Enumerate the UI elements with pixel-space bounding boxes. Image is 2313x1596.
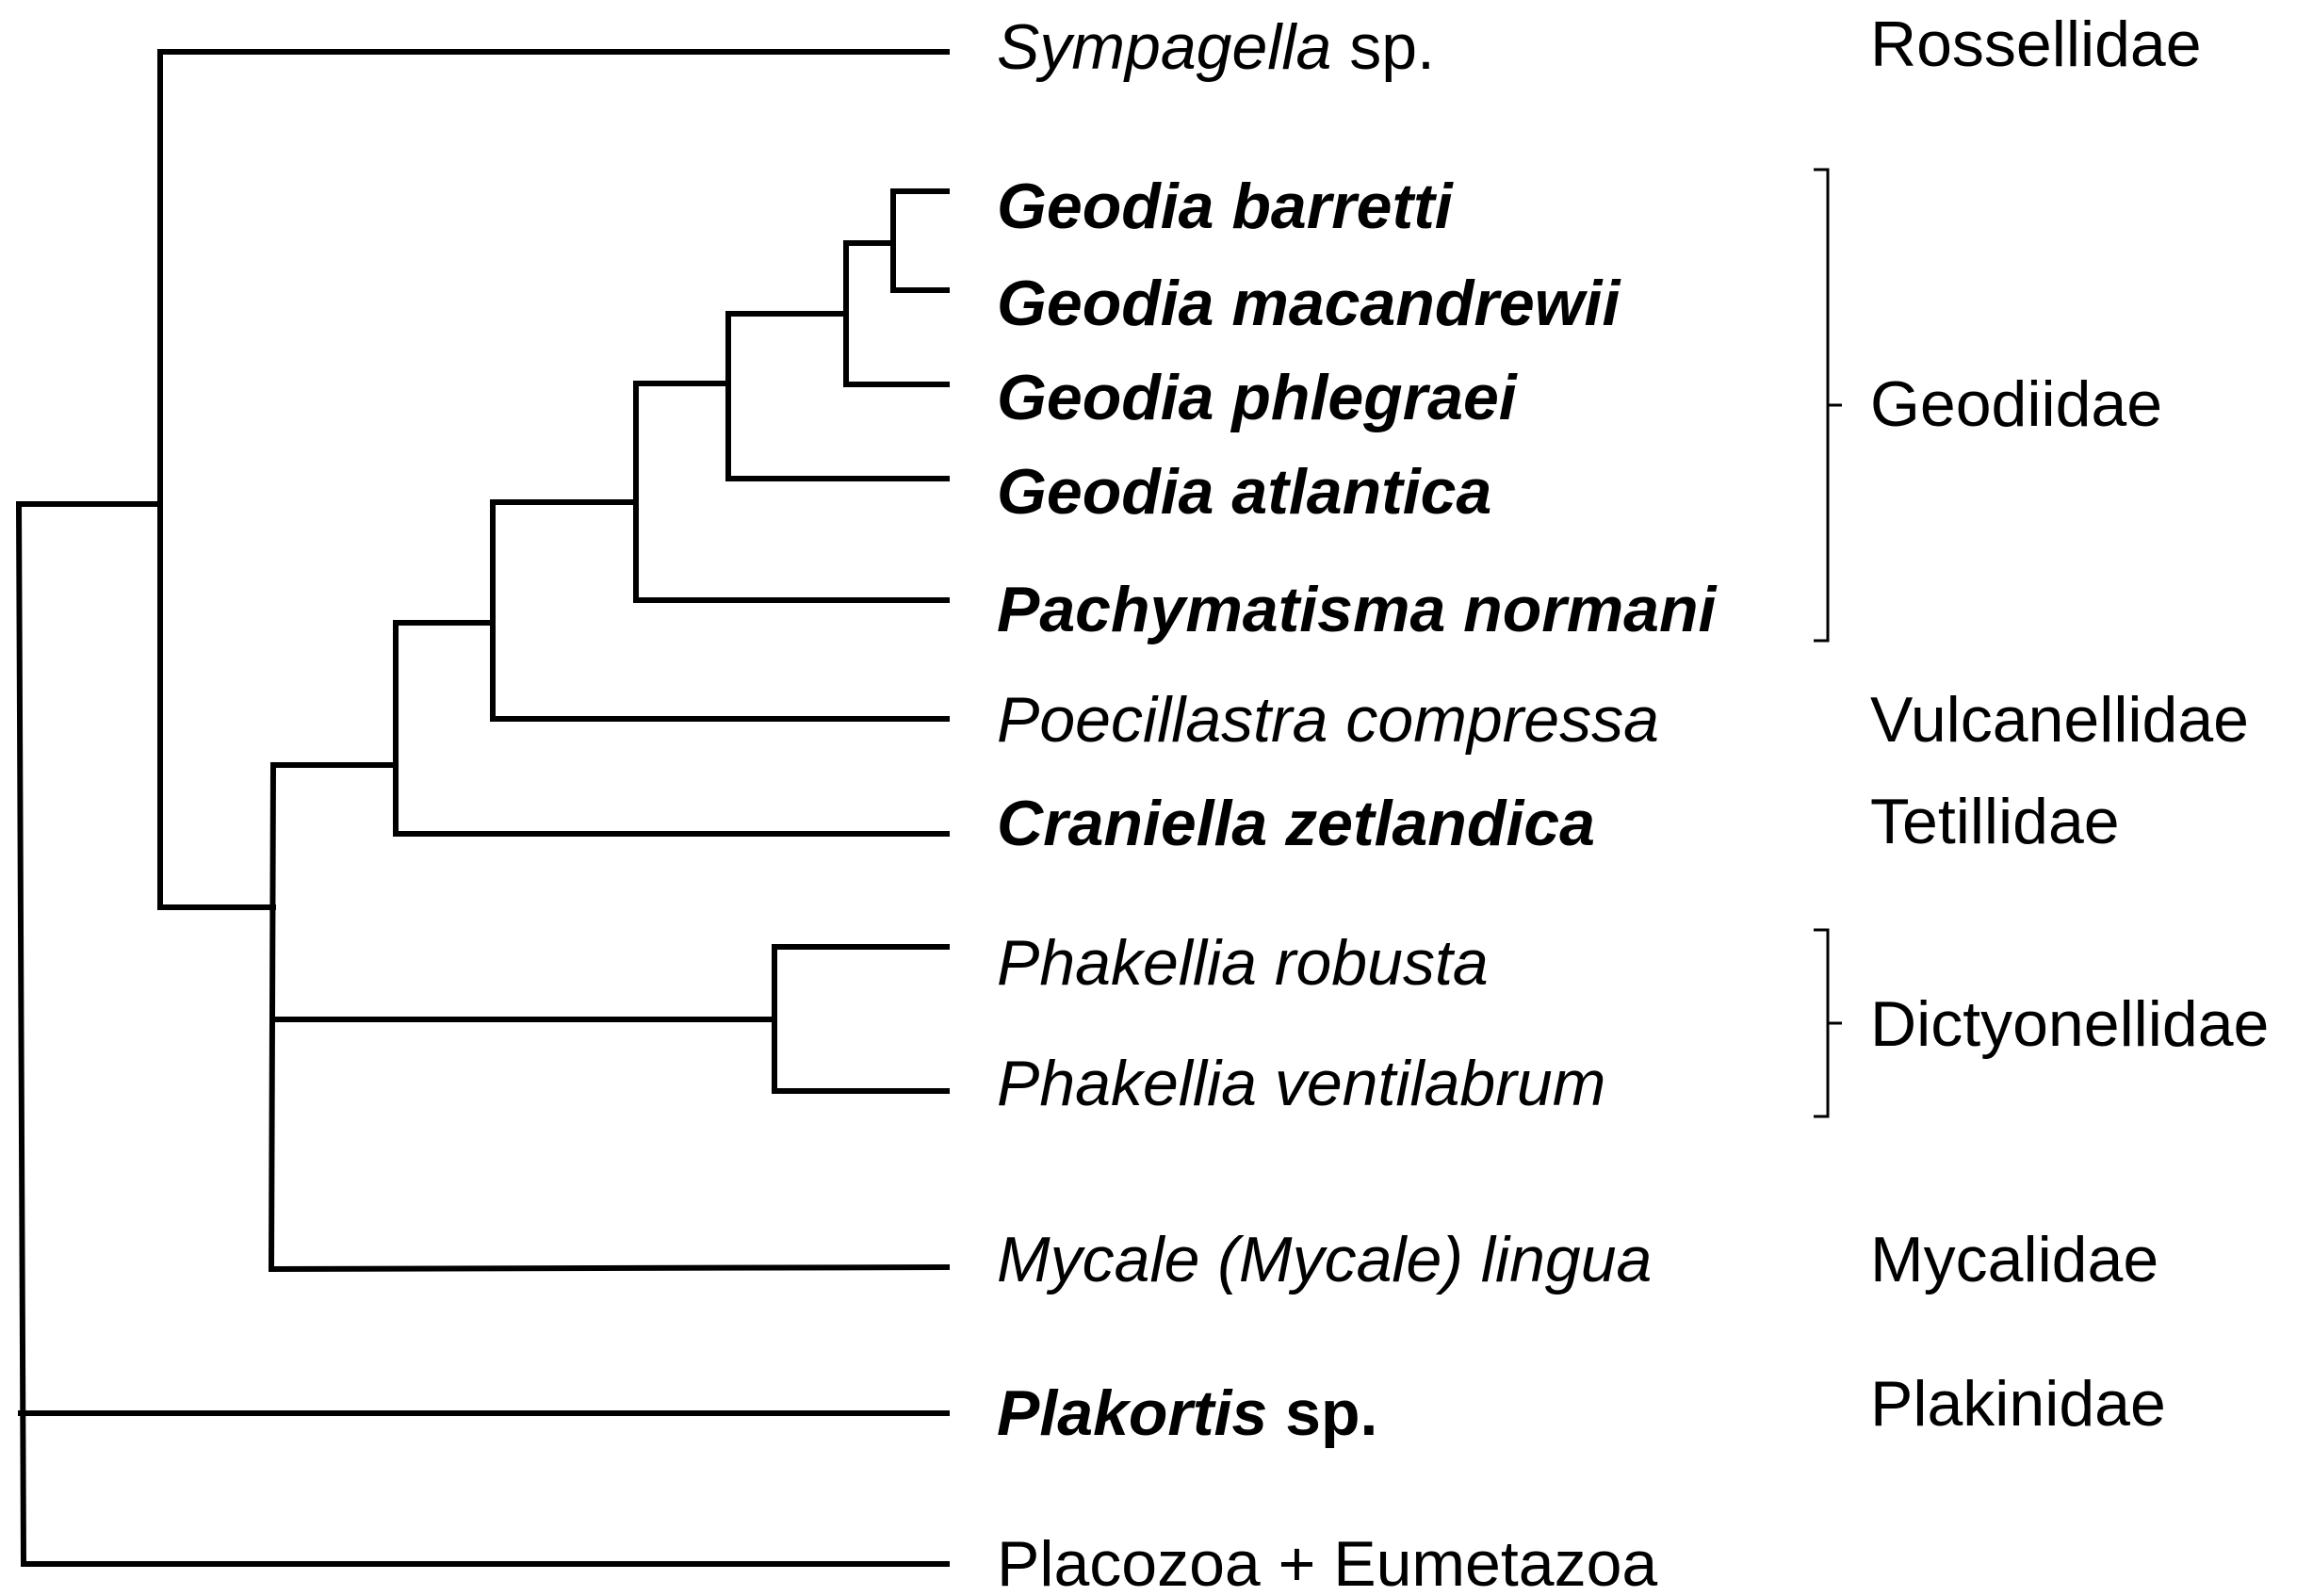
taxon-label: Plakortis sp. [997, 1377, 1377, 1449]
taxon-label: Geodia atlantica [997, 456, 1491, 528]
taxon-label-part: sp. [1331, 11, 1435, 83]
taxon-label: Geodia barretti [997, 171, 1455, 242]
tree-branches [15, 49, 951, 1568]
family-label-tetillidae: Tetillidae [1870, 786, 2120, 857]
taxon-label-part: Plakortis [997, 1377, 1267, 1449]
taxon-label: Geodia macandrewii [997, 268, 1621, 339]
branch-root-vertical [15, 500, 27, 1568]
taxon-label-part: Geodia barretti [997, 171, 1455, 242]
taxon-label: Phakellia ventilabrum [997, 1048, 1605, 1119]
geodiidae-bracket [1814, 168, 1842, 643]
family-label-rossellidae: Rossellidae [1870, 8, 2202, 80]
family-label-dictyonellidae: Dictyonellidae [1870, 988, 2269, 1060]
taxon-label-part: Mycale (Mycale) lingua [997, 1224, 1652, 1295]
family-label-plakinidae: Plakinidae [1870, 1368, 2166, 1440]
taxon-labels: Sympagella sp. Geodia barretti Geodia ma… [997, 11, 1718, 1596]
taxon-label-part: Phakellia ventilabrum [997, 1048, 1605, 1119]
family-labels: Rossellidae Geodiidae Vulcanellidae Teti… [1870, 8, 2269, 1440]
taxon-label-part: Craniella zetlandica [997, 788, 1595, 859]
taxon-label-part: Placozoa + Eumetazoa [997, 1528, 1657, 1596]
taxon-label: Craniella zetlandica [997, 788, 1595, 859]
taxon-label-part: Poecillastra compressa [997, 684, 1659, 756]
taxon-label: Sympagella sp. [997, 11, 1435, 83]
taxon-label: Pachymatisma normani [997, 574, 1718, 645]
taxon-label-part: Sympagella [997, 11, 1331, 83]
taxon-label: Mycale (Mycale) lingua [997, 1224, 1652, 1295]
branch-to-mycale [268, 1263, 951, 1273]
family-label-mycalidae: Mycalidae [1870, 1224, 2158, 1295]
dictyonellidae-bracket [1814, 928, 1842, 1118]
taxon-label-part: Geodia phlegraei [997, 362, 1519, 433]
taxon-label-part: sp. [1267, 1377, 1377, 1449]
family-label-vulcanellidae: Vulcanellidae [1870, 684, 2249, 756]
taxon-label: Geodia phlegraei [997, 362, 1519, 433]
taxon-label-part: Geodia macandrewii [997, 268, 1621, 339]
taxon-label-part: Phakellia robusta [997, 927, 1489, 999]
taxon-label: Phakellia robusta [997, 927, 1489, 999]
taxon-label: Poecillastra compressa [997, 684, 1659, 756]
taxon-label-part: Pachymatisma normani [997, 574, 1718, 645]
family-label-geodiidae: Geodiidae [1870, 368, 2162, 440]
taxon-label-part: Geodia atlantica [997, 456, 1491, 528]
taxon-label: Placozoa + Eumetazoa [997, 1528, 1657, 1596]
